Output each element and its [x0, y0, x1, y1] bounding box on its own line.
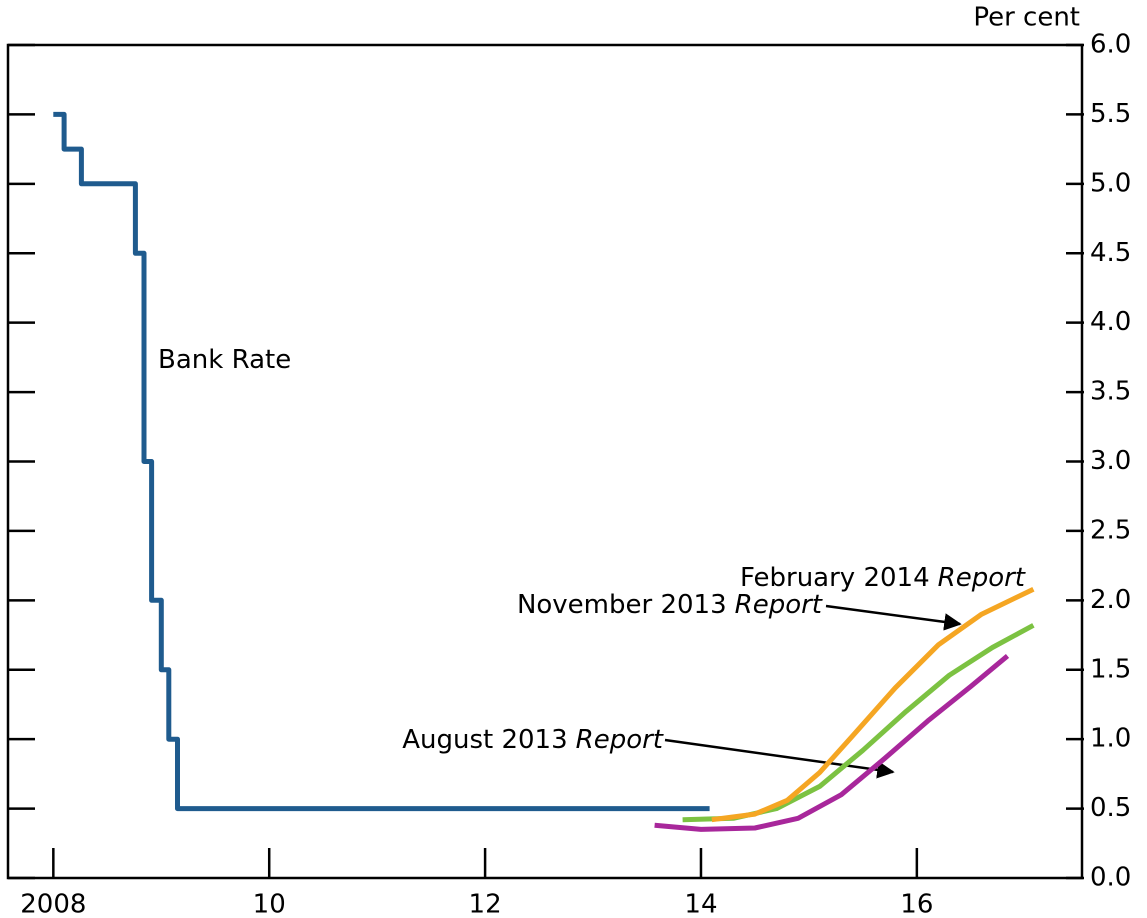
- y-tick-label: 1.0: [1090, 724, 1131, 754]
- arrow: [825, 604, 962, 631]
- arrow: [664, 738, 895, 779]
- axis-label: Per cent: [973, 3, 1080, 33]
- y-tick-label: 0.5: [1090, 793, 1131, 823]
- y-tick-label: 2.0: [1090, 585, 1131, 615]
- x-tick-label: 12: [469, 890, 502, 918]
- y-tick-label: 3.0: [1090, 446, 1131, 476]
- y-tick-label: 1.5: [1090, 654, 1131, 684]
- x-tick-label: 2008: [20, 890, 86, 918]
- series-line: [682, 623, 1035, 823]
- y-tick-label: 3.5: [1090, 377, 1131, 407]
- y-tick-label: 2.5: [1090, 515, 1131, 545]
- y-tick-label: 4.0: [1090, 307, 1131, 337]
- series-label-emphasis: Report: [938, 563, 1026, 593]
- series-label-text: August 2013: [402, 725, 567, 755]
- series-label-emphasis: Report: [735, 590, 823, 620]
- series-line: [53, 111, 710, 812]
- series-label-text: November 2013: [517, 590, 727, 620]
- plot-frame: [6, 43, 1084, 880]
- x-tick-label: 10: [253, 890, 286, 918]
- series-line: [711, 586, 1035, 823]
- series-label: February 2014 Report: [740, 563, 1026, 593]
- y-tick-label: 5.0: [1090, 168, 1131, 198]
- series-label: November 2013 Report: [517, 590, 823, 620]
- x-tick-label: 14: [684, 890, 717, 918]
- series-label: Bank Rate: [158, 345, 291, 375]
- series-label-text: Bank Rate: [158, 345, 291, 375]
- series-label-text: February 2014: [740, 563, 930, 593]
- y-tick-label: 6.0: [1090, 30, 1131, 60]
- y-tick-label: 0.0: [1090, 863, 1131, 893]
- series-label: August 2013 Report: [402, 725, 664, 755]
- series-label-emphasis: Report: [576, 725, 664, 755]
- y-tick-label: 5.5: [1090, 99, 1131, 129]
- x-tick-label: 16: [900, 890, 933, 918]
- series-line: [654, 653, 1010, 832]
- y-tick-label: 4.5: [1090, 238, 1131, 268]
